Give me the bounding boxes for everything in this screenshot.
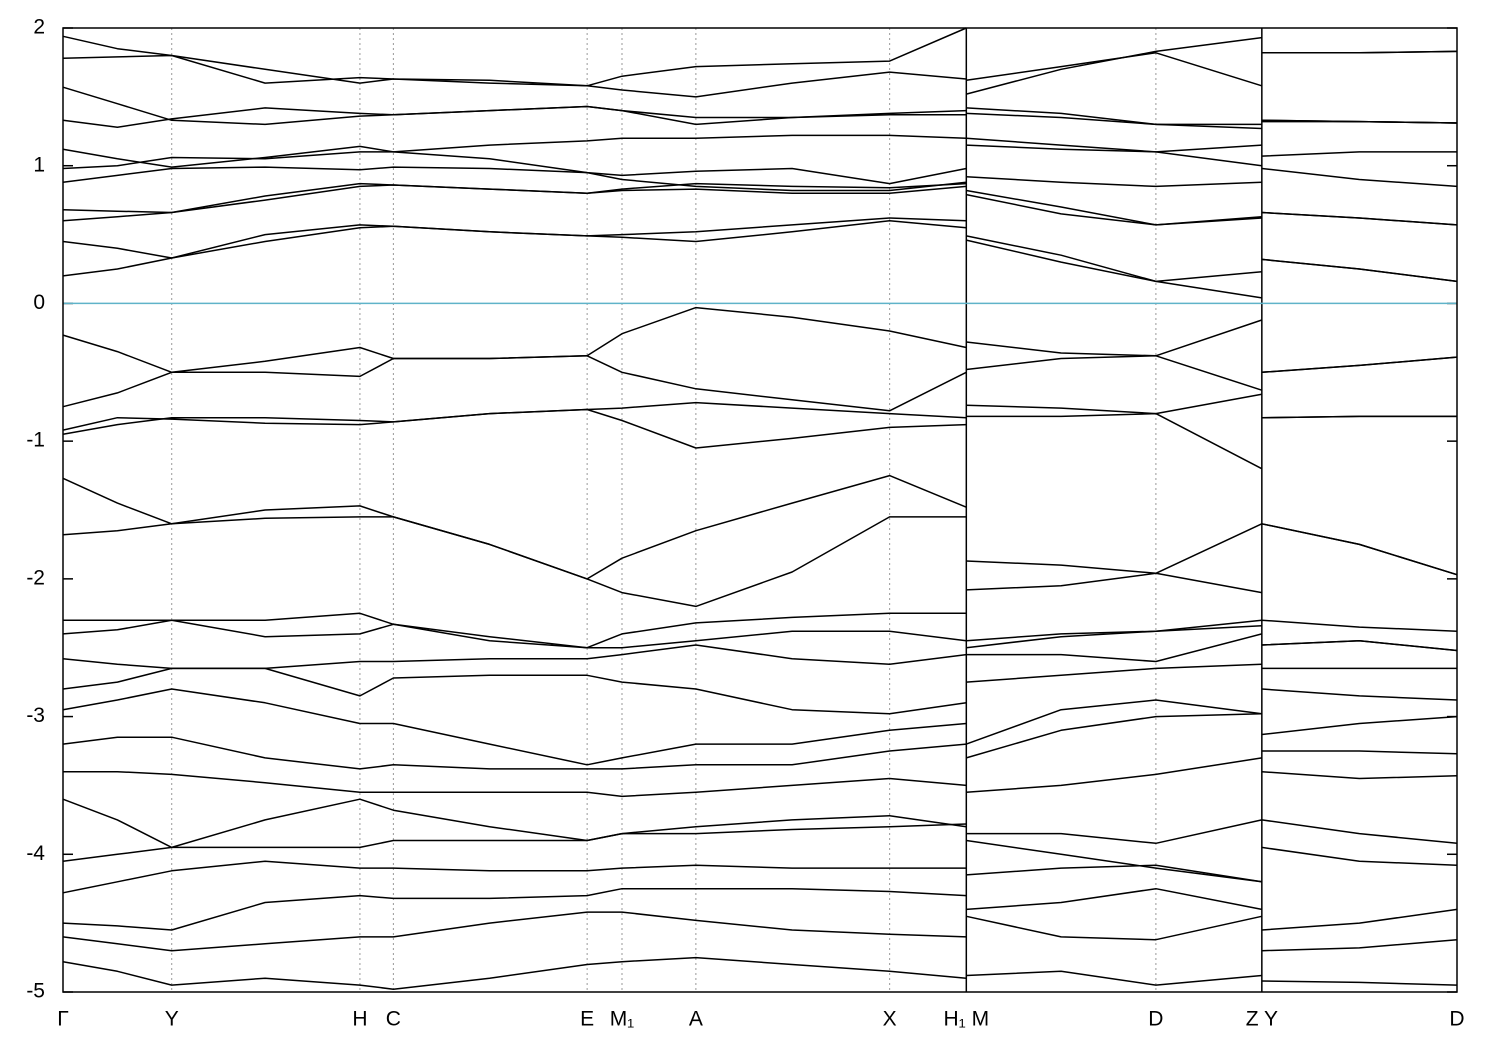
band-line	[62, 27, 1458, 95]
band-line	[62, 120, 1458, 185]
band-line	[62, 887, 1458, 931]
band-line	[62, 663, 1457, 715]
band-line	[62, 846, 1458, 894]
band-line	[62, 819, 1458, 883]
y-tick-label: -3	[26, 704, 45, 727]
band-line	[62, 220, 1458, 299]
band-line	[62, 688, 1458, 766]
y-tick-label: -4	[26, 842, 45, 865]
band-line	[62, 134, 1457, 170]
band-line	[62, 182, 1458, 226]
x-tick-label: X	[883, 1008, 897, 1031]
x-tick-label: H	[352, 1008, 367, 1031]
band-line	[62, 355, 1458, 412]
x-tick-label: A	[689, 1008, 703, 1031]
band-line	[62, 86, 1458, 126]
band-line	[62, 50, 1458, 98]
band-line	[62, 408, 1457, 470]
x-tick-label: Γ	[57, 1008, 69, 1031]
band-line	[62, 911, 1458, 952]
y-tick-label: -5	[26, 980, 45, 1003]
x-tick-label: H₁ M	[944, 1008, 990, 1031]
x-tick-label: M₁	[610, 1008, 635, 1031]
x-tick-label: E	[580, 1008, 594, 1031]
band-line	[62, 956, 1458, 990]
band-line	[62, 306, 1458, 374]
y-tick-label: 1	[33, 153, 45, 176]
band-line	[62, 217, 1458, 283]
band-line	[62, 474, 1458, 580]
x-tick-label: C	[386, 1008, 401, 1031]
x-tick-label: D	[1148, 1008, 1163, 1031]
x-tick-label: Z Y	[1246, 1008, 1278, 1031]
band-line	[62, 619, 1458, 652]
x-tick-label: Y	[165, 1008, 179, 1031]
y-tick-label: 0	[33, 291, 45, 314]
band-line	[63, 750, 1458, 798]
band-line	[62, 166, 1458, 192]
band-line	[62, 516, 1458, 608]
band-line	[62, 713, 1458, 770]
band-line	[62, 393, 1457, 431]
band-line	[63, 612, 1458, 649]
plot-frame	[62, 27, 1458, 993]
band-line	[62, 633, 1458, 670]
y-tick-label: -1	[26, 429, 45, 452]
y-tick-label: 2	[33, 16, 45, 39]
y-tick-label: -2	[26, 566, 45, 589]
x-tick-label: D	[1449, 1008, 1464, 1031]
